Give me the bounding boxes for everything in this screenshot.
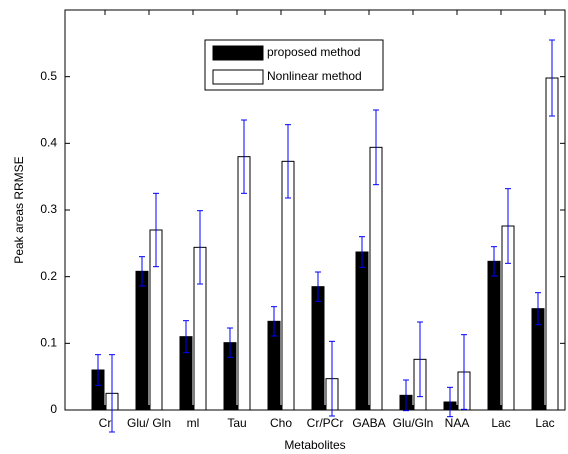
- error-bar: [315, 271, 321, 302]
- error-bar: [197, 210, 203, 285]
- x-tick-label: Glu/Gln: [393, 416, 434, 430]
- y-tick-label: 0.3: [40, 202, 57, 216]
- y-tick-label: 0: [50, 402, 57, 416]
- bar: [545, 77, 559, 411]
- error-bar: [153, 192, 159, 268]
- error-bar: [403, 379, 409, 412]
- error-bar: [447, 386, 453, 418]
- legend-swatch: [212, 69, 264, 85]
- x-tick-label: Tau: [227, 416, 246, 430]
- error-bar: [461, 334, 467, 410]
- bar: [311, 286, 325, 411]
- error-bar: [139, 256, 145, 287]
- error-bar: [183, 320, 189, 354]
- bar: [281, 160, 295, 411]
- x-tick-label: Glu/ Gln: [127, 416, 171, 430]
- bar: [487, 260, 501, 411]
- x-tick-label: GABA: [352, 416, 385, 430]
- error-bar: [417, 321, 423, 398]
- error-bar: [491, 246, 497, 277]
- error-bar: [285, 124, 291, 199]
- error-bar: [535, 292, 541, 326]
- y-tick-label: 0.2: [40, 269, 57, 283]
- legend-label: Nonlinear method: [267, 69, 362, 83]
- bar: [369, 146, 383, 411]
- x-tick-label: Lac: [491, 416, 510, 430]
- x-tick-label: NAA: [445, 416, 470, 430]
- y-tick-label: 0.4: [40, 136, 57, 150]
- x-axis-label: Metabolites: [284, 438, 345, 452]
- error-bar: [505, 188, 511, 264]
- bar: [355, 251, 369, 411]
- legend-swatch: [212, 45, 264, 61]
- error-bar: [373, 109, 379, 186]
- error-bar: [359, 236, 365, 268]
- error-bar: [549, 39, 555, 117]
- x-tick-label: ml: [187, 416, 200, 430]
- x-tick-label: Cr/PCr: [307, 416, 344, 430]
- error-bar: [109, 354, 115, 433]
- bar: [237, 156, 251, 411]
- y-axis-label: Peak areas RRMSE: [12, 156, 26, 263]
- x-tick-label: Cr: [99, 416, 112, 430]
- x-tick-label: Lac: [535, 416, 554, 430]
- error-bar: [329, 340, 335, 417]
- bar: [135, 270, 149, 411]
- error-bar: [95, 354, 101, 386]
- error-bar: [241, 119, 247, 194]
- error-bar: [271, 306, 277, 337]
- y-tick-label: 0.1: [40, 336, 57, 350]
- y-tick-label: 0.5: [40, 69, 57, 83]
- legend-label: proposed method: [267, 45, 360, 59]
- error-bar: [227, 327, 233, 358]
- x-tick-label: Cho: [270, 416, 292, 430]
